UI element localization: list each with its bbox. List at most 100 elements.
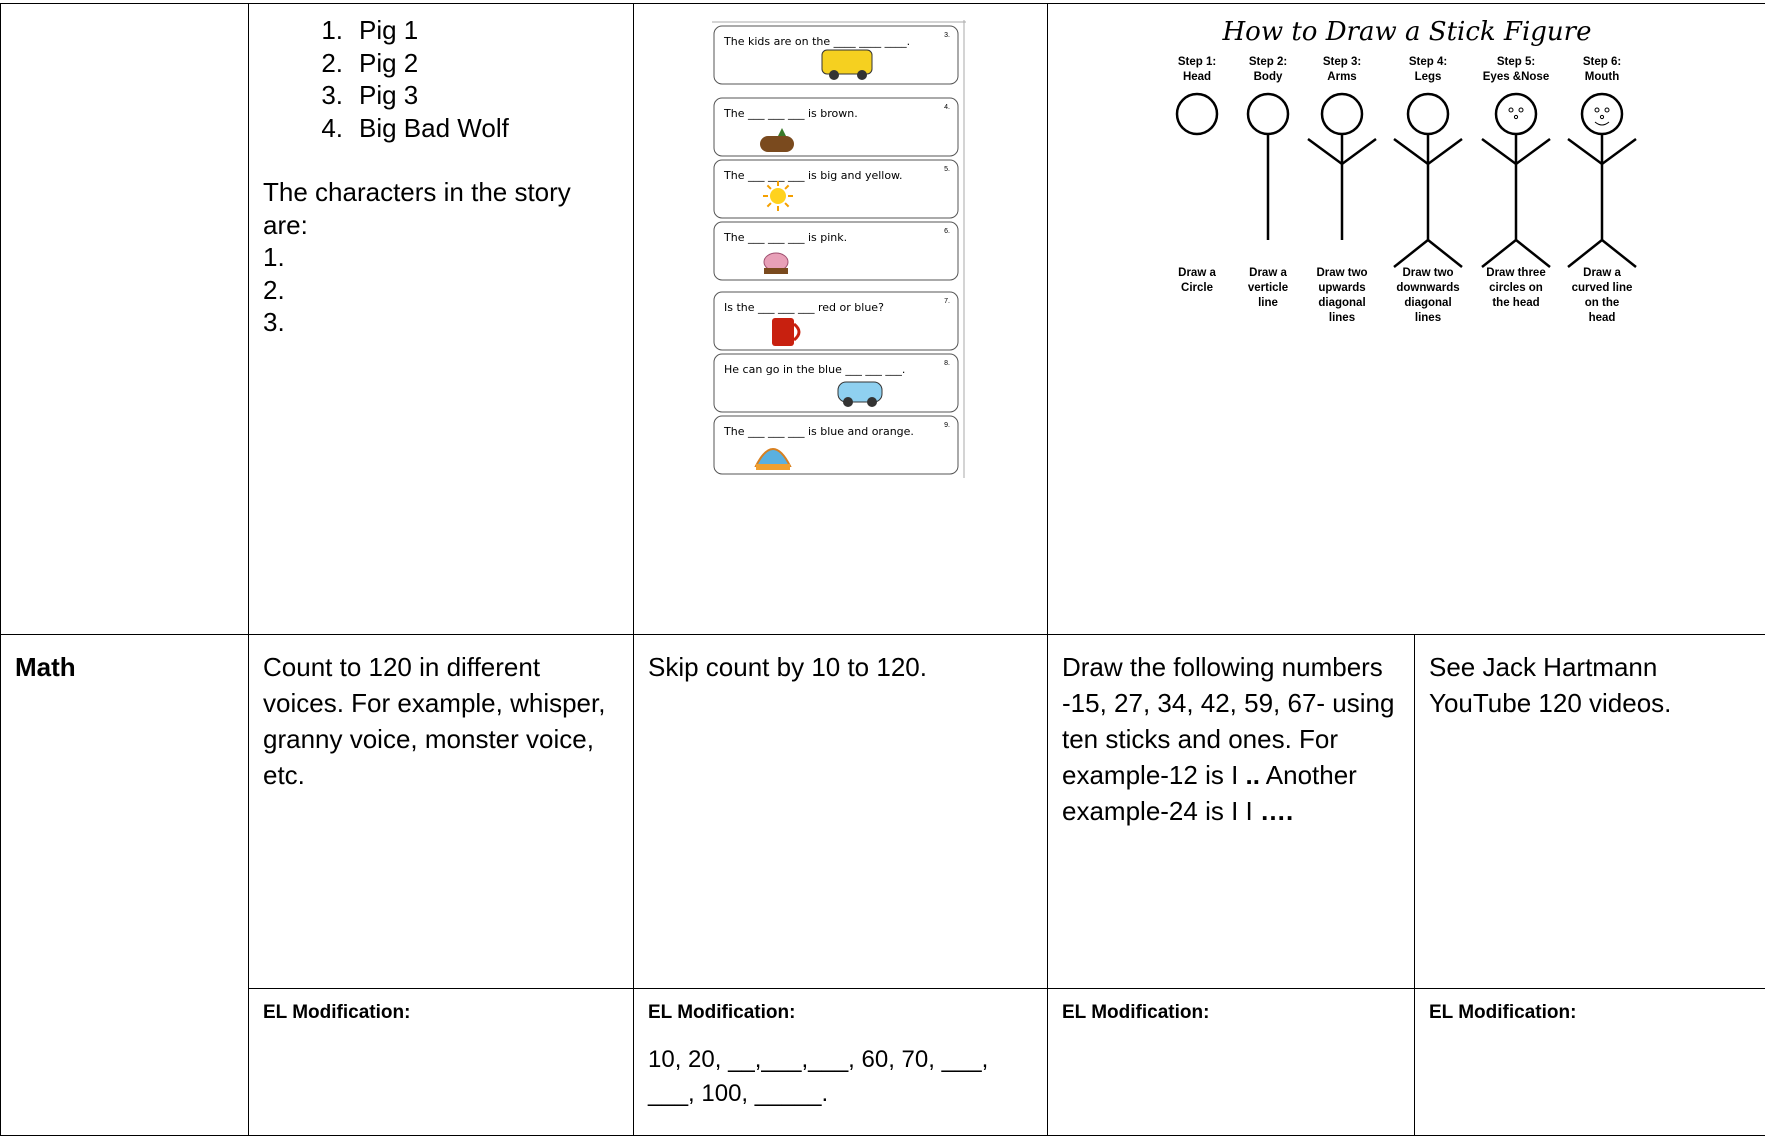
- activity-cell: Draw the following numbers -15, 27, 34, …: [1048, 635, 1415, 989]
- picture: [764, 253, 788, 274]
- step-description: diagonal: [1404, 297, 1451, 309]
- picture-part: [843, 397, 853, 407]
- legs: [1482, 240, 1550, 267]
- head: [1322, 94, 1362, 134]
- step-description: upwards: [1318, 282, 1365, 294]
- list-text: Pig 2: [359, 48, 418, 78]
- picture-part: [772, 318, 794, 346]
- picture-part: [770, 188, 786, 204]
- mouth: [1595, 122, 1609, 125]
- list-number: 1.: [295, 14, 343, 47]
- step-label: Step 1:: [1178, 56, 1216, 68]
- blank-line: 1.: [263, 241, 619, 274]
- list-number: 3.: [295, 79, 343, 112]
- list-text: Big Bad Wolf: [359, 113, 509, 143]
- list-item: 4. Big Bad Wolf: [263, 112, 619, 145]
- list-item: 1. Pig 1: [263, 14, 619, 47]
- worksheet-number: 8.: [944, 360, 950, 367]
- el-row: EL Modification: EL Modification: 10, 20,…: [1, 989, 1765, 1136]
- list-text: Pig 3: [359, 80, 418, 110]
- activity-cell: Skip count by 10 to 120.: [634, 635, 1048, 989]
- list-number: 4.: [295, 112, 343, 145]
- nose: [1514, 115, 1517, 118]
- head: [1248, 94, 1288, 134]
- nose: [1600, 115, 1603, 118]
- subject-cell: [1, 4, 249, 635]
- list-number: 2.: [295, 47, 343, 80]
- worksheet-number: 5.: [944, 166, 950, 173]
- math-row: Math Count to 120 in different voices. F…: [1, 635, 1765, 989]
- el-note: 10, 20, __,___,___, 60, 70, ___, ___, 10…: [648, 1043, 1033, 1111]
- el-cell: EL Modification: 10, 20, __,___,___, 60, …: [634, 989, 1048, 1136]
- el-label: EL Modification:: [648, 999, 1033, 1027]
- step-description: Draw a: [1249, 267, 1287, 279]
- step-description: verticle: [1248, 282, 1288, 294]
- worksheet-sentence: The ___ ___ ___ is big and yellow.: [723, 169, 903, 182]
- worksheet-sentence: He can go in the blue ___ ___ ___.: [724, 363, 905, 376]
- picture-part: [756, 464, 790, 470]
- step-description: downwards: [1396, 282, 1459, 294]
- picture-part: [822, 50, 872, 74]
- activity-text: ..: [1246, 760, 1260, 790]
- step-description: lines: [1415, 312, 1441, 324]
- eye: [1605, 108, 1609, 112]
- head: [1582, 94, 1622, 134]
- step-label: Step 2:: [1249, 56, 1287, 68]
- step-description: diagonal: [1318, 297, 1365, 309]
- el-cell: EL Modification:: [1415, 989, 1765, 1136]
- legs: [1568, 240, 1636, 267]
- step-part: Eyes &Nose: [1483, 71, 1549, 83]
- picture-part: [764, 268, 788, 274]
- step-label: Step 6:: [1583, 56, 1621, 68]
- picture-part: [867, 397, 877, 407]
- worksheet-number: 9.: [944, 422, 950, 429]
- worksheet-number: 4.: [944, 104, 950, 111]
- eye: [1509, 108, 1513, 112]
- step-part: Body: [1254, 71, 1283, 83]
- step-label: Step 5:: [1497, 56, 1535, 68]
- list-item: 2. Pig 2: [263, 47, 619, 80]
- head: [1408, 94, 1448, 134]
- step-description: circles on: [1489, 282, 1543, 294]
- el-cell: EL Modification:: [1048, 989, 1415, 1136]
- list-text: Pig 1: [359, 15, 418, 45]
- step-description: on the: [1585, 297, 1620, 309]
- eye: [1519, 108, 1523, 112]
- step-description: the head: [1492, 297, 1539, 309]
- step-part: Legs: [1415, 71, 1442, 83]
- step-description: lines: [1329, 312, 1355, 324]
- step-description: Circle: [1181, 282, 1213, 294]
- step-description: curved line: [1572, 282, 1633, 294]
- worksheet-sentence: Is the ___ ___ ___ red or blue?: [724, 301, 884, 314]
- step-description: Draw two: [1402, 267, 1453, 279]
- el-label: EL Modification:: [1062, 999, 1400, 1027]
- picture-part: [829, 70, 839, 80]
- step-label: Step 3:: [1323, 56, 1361, 68]
- step-description: Draw three: [1486, 267, 1545, 279]
- activity-text: Skip count by 10 to 120.: [648, 652, 927, 682]
- worksheet-number: 6.: [944, 228, 950, 235]
- subject: Math: [15, 652, 76, 682]
- step-description: Draw two: [1316, 267, 1367, 279]
- blank-line: 2.: [263, 274, 619, 307]
- step-description: head: [1589, 312, 1616, 324]
- subject-cell: Math: [1, 635, 249, 1136]
- picture-part: [857, 70, 867, 80]
- head: [1177, 94, 1217, 134]
- el-label: EL Modification:: [263, 999, 619, 1027]
- picture: [763, 181, 793, 211]
- activity-cell: See Jack Hartmann YouTube 120 videos.: [1415, 635, 1765, 989]
- activity-text: See Jack Hartmann YouTube 120 videos.: [1429, 652, 1671, 718]
- blank-line: 3.: [263, 306, 619, 339]
- step-part: Head: [1183, 71, 1211, 83]
- list-item: 3. Pig 3: [263, 79, 619, 112]
- activity-cell: The kids are on the ____ ____ ____.3.The…: [634, 4, 1048, 635]
- worksheet-sentence: The ___ ___ ___ is pink.: [723, 231, 847, 244]
- activity-text: ….: [1260, 796, 1293, 826]
- step-part: Arms: [1327, 71, 1356, 83]
- worksheet: The kids are on the ____ ____ ____.3.The…: [712, 20, 966, 478]
